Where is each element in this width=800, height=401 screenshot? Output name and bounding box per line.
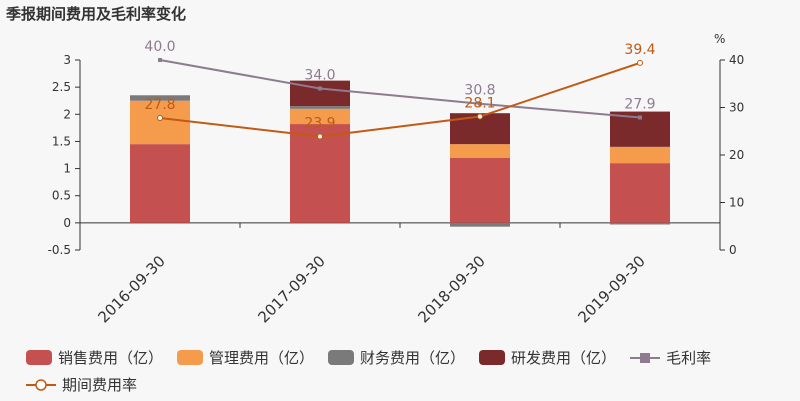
line-point: [158, 58, 162, 62]
data-label: 27.8: [144, 97, 175, 113]
legend-label: 财务费用（亿）: [360, 348, 466, 367]
legend-item[interactable]: 期间费用率: [26, 374, 137, 396]
left-tick-label: 1.5: [52, 134, 71, 148]
legend-label: 研发费用（亿）: [511, 348, 617, 367]
legend-swatch: [630, 352, 661, 363]
series-line: [159, 61, 641, 138]
data-label: 30.8: [464, 83, 495, 99]
bar-segment: [290, 124, 350, 223]
left-tick-label: 2: [63, 107, 71, 121]
data-label: 27.9: [624, 96, 655, 112]
bar-segment: [450, 157, 510, 223]
x-tick-label: 2018-09-30: [414, 252, 488, 326]
bar-segment: [290, 106, 350, 109]
legend-label: 管理费用（亿）: [209, 348, 315, 367]
legend-label: 期间费用率: [62, 376, 138, 394]
legend-swatch: [479, 349, 506, 365]
left-tick-label: 3: [63, 53, 71, 67]
legend-swatch: [26, 378, 56, 391]
chart-title: 季报期间费用及毛利率变化: [6, 5, 187, 23]
legend-item[interactable]: 毛利率: [630, 347, 711, 369]
line-point: [317, 133, 323, 140]
line-point: [638, 115, 642, 120]
legend-item[interactable]: 研发费用（亿）: [479, 346, 616, 368]
bar-segment: [130, 100, 190, 145]
data-label: 39.4: [624, 42, 655, 58]
data-label: 40.0: [144, 39, 175, 55]
series-line: [159, 59, 641, 119]
bar-segment: [450, 144, 510, 158]
chart-legend[interactable]: 销售费用（亿） 管理费用（亿） 财务费用（亿） 研发费用（亿） 毛利率期间费用率: [26, 346, 796, 401]
right-tick-label: 10: [729, 196, 744, 210]
legend-item[interactable]: 财务费用（亿）: [328, 346, 465, 368]
bar-segment: [130, 144, 190, 223]
legend-item[interactable]: 管理费用（亿）: [177, 346, 314, 368]
bar-segment: [610, 222, 670, 225]
data-label: 34.0: [304, 68, 335, 84]
legend-item[interactable]: 销售费用（亿）: [26, 346, 163, 368]
legend-swatch: [26, 349, 52, 365]
bar-segment: [130, 95, 190, 101]
legend-swatch: [177, 349, 204, 365]
legend-label: 销售费用（亿）: [58, 348, 164, 367]
line-point: [637, 59, 643, 66]
left-tick-label: 1: [63, 162, 71, 176]
left-tick-label: 0.5: [52, 189, 71, 203]
x-tick-label: 2017-09-30: [254, 252, 328, 326]
right-axis-unit: %: [714, 32, 725, 46]
bar-segment: [610, 163, 670, 223]
right-tick-label: 40: [729, 53, 744, 67]
line-point: [478, 101, 482, 106]
line-point: [318, 86, 322, 91]
bar-segment: [290, 108, 350, 125]
bar-segment: [610, 146, 670, 164]
legend-swatch: [328, 349, 355, 365]
left-tick-label: -0.5: [48, 243, 71, 257]
data-label: 23.9: [304, 115, 335, 131]
data-label: 28.1: [464, 96, 495, 112]
line-point: [477, 113, 483, 120]
left-tick-label: 0: [63, 216, 71, 230]
x-tick-label: 2019-09-30: [574, 252, 648, 326]
left-tick-label: 2.5: [52, 80, 71, 94]
legend-label: 毛利率: [666, 349, 712, 367]
right-tick-label: 30: [729, 101, 744, 115]
right-tick-label: 20: [729, 148, 744, 162]
line-point: [157, 114, 163, 121]
right-tick-label: 0: [729, 243, 737, 257]
bar-segment: [450, 222, 510, 227]
x-tick-label: 2016-09-30: [94, 252, 168, 326]
